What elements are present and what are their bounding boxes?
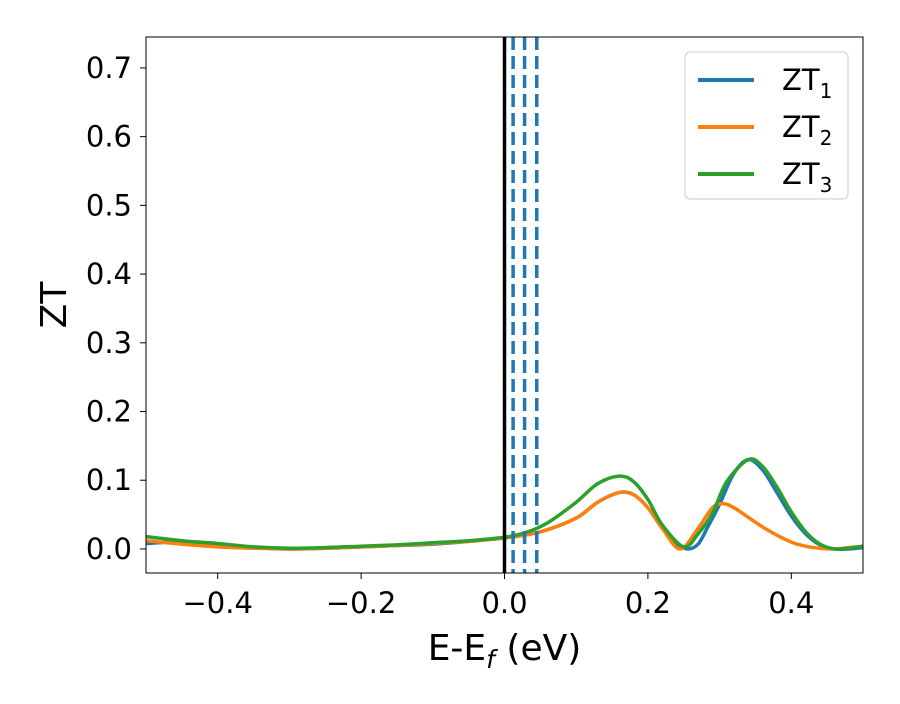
- x-tick-label: 0.4: [768, 586, 814, 620]
- y-tick-label: 0.0: [86, 532, 132, 566]
- x-tick-label: 0.2: [625, 586, 671, 620]
- y-tick-label: 0.3: [86, 326, 132, 360]
- y-tick-label: 0.6: [86, 120, 132, 154]
- legend-label-1: ZT1: [782, 63, 832, 103]
- x-tick-label: −0.4: [182, 586, 252, 620]
- legend-box: [684, 51, 849, 200]
- legend-label-2: ZT2: [782, 110, 832, 150]
- y-tick-label: 0.4: [86, 257, 132, 291]
- y-tick-label: 0.1: [86, 463, 132, 497]
- y-axis-label: ZT: [34, 281, 75, 329]
- legend: ZT1 ZT2 ZT3: [684, 51, 849, 200]
- x-axis-label: E-Ef (eV): [428, 628, 582, 674]
- x-tick-label: 0.0: [481, 586, 527, 620]
- x-tick-label: −0.2: [326, 586, 396, 620]
- y-tick-label: 0.5: [86, 188, 132, 222]
- legend-label-3: ZT3: [782, 157, 832, 197]
- y-tick-label: 0.7: [86, 51, 132, 85]
- series-line-3: [146, 457, 863, 551]
- y-tick-label: 0.2: [86, 395, 132, 429]
